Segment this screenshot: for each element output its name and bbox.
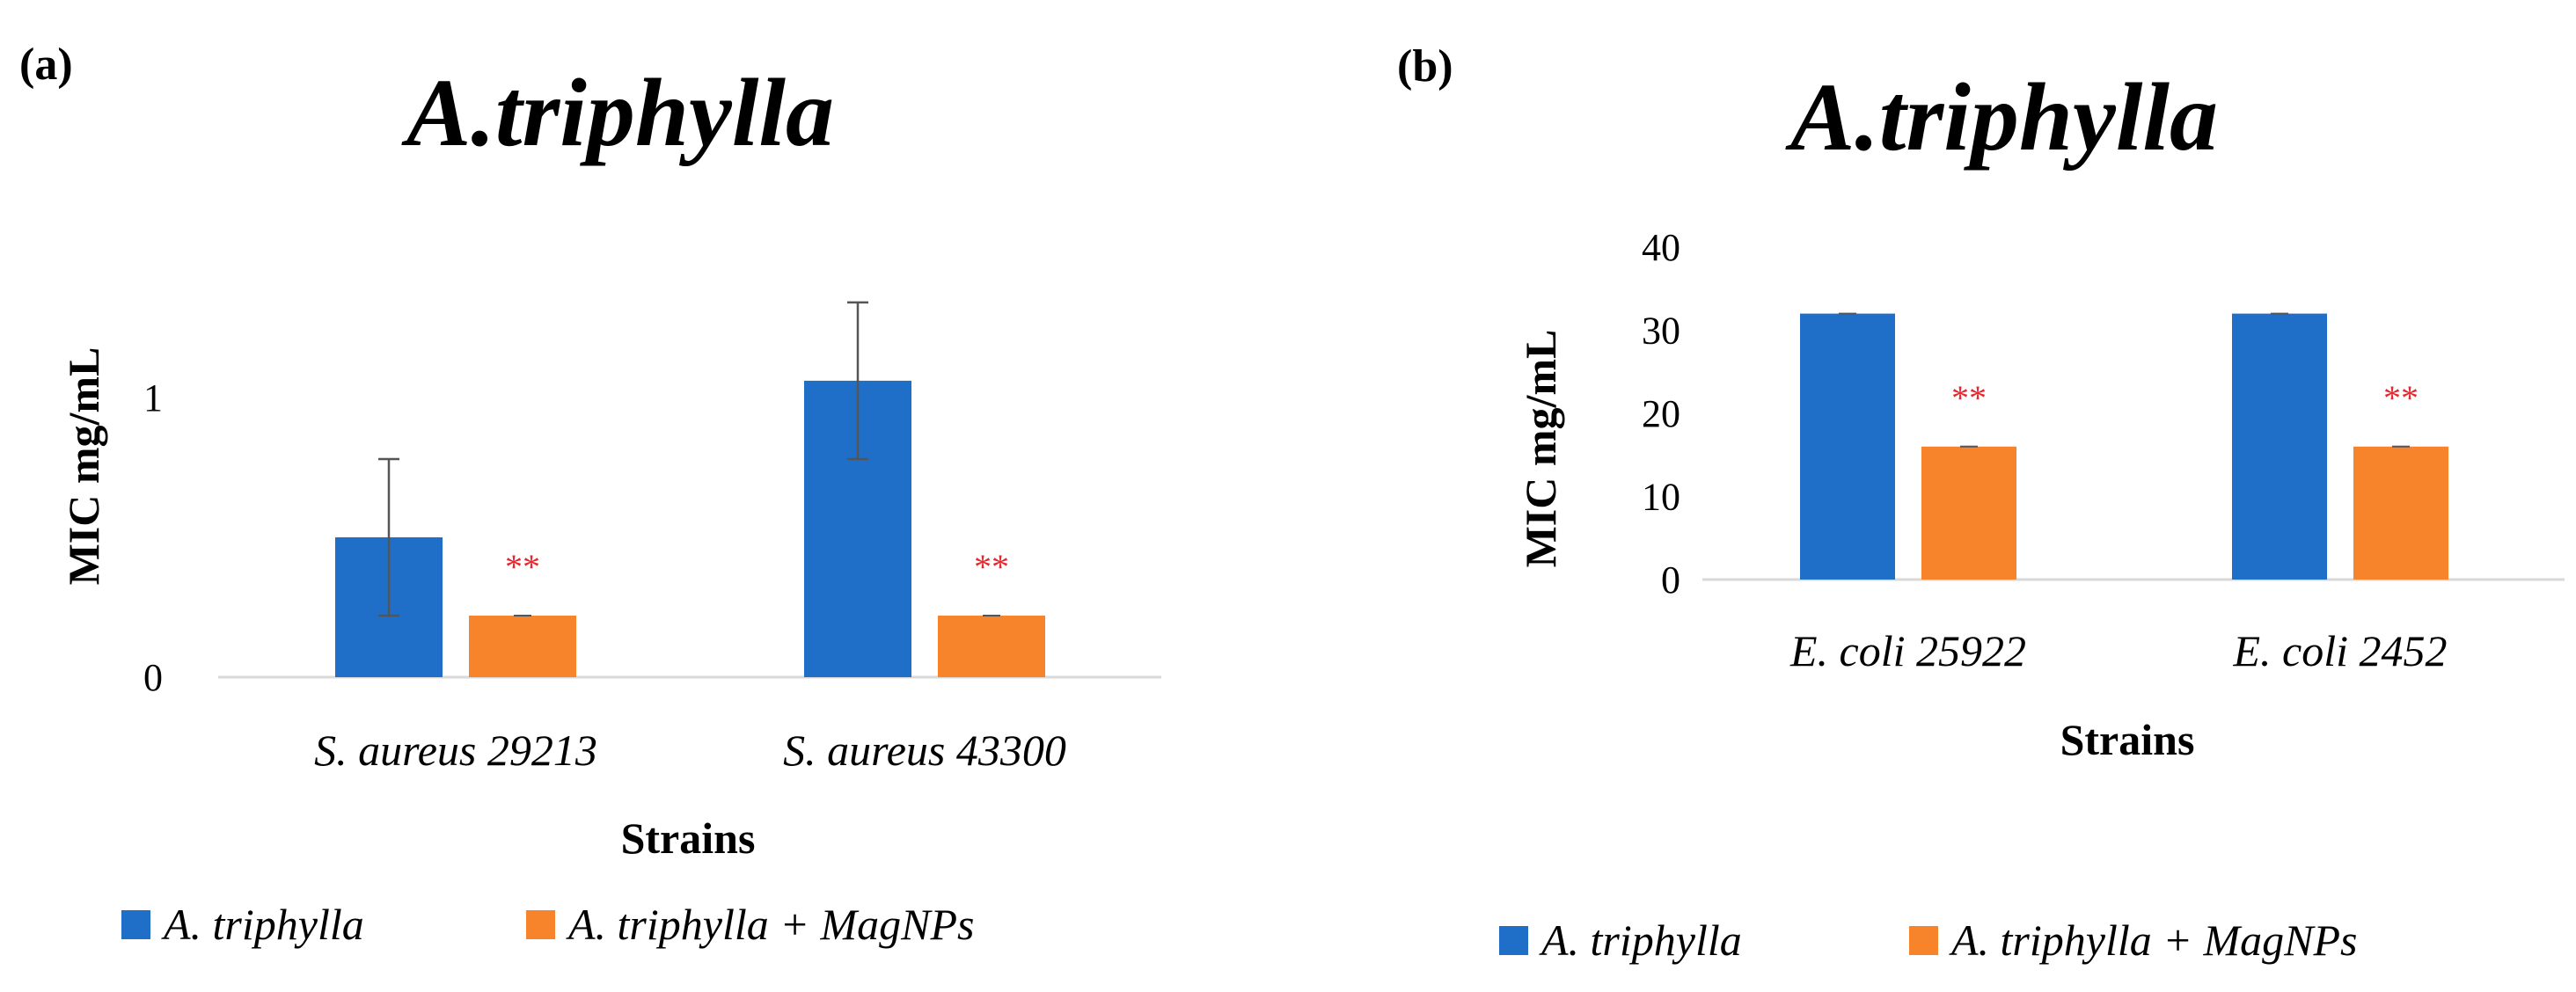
y-tick-label-a-1: 1 — [143, 376, 163, 419]
y-axis-title-a: MIC mg/mL — [59, 347, 108, 586]
panel-a: (a) A.triphylla MIC mg/mL 01 ** ** S. aur… — [19, 40, 1161, 949]
y-ticks-a: 01 — [143, 376, 163, 699]
legend-swatch-a-1 — [526, 910, 555, 939]
y-tick-label-b-2: 20 — [1642, 392, 1680, 435]
y-tick-label-b-4: 40 — [1642, 226, 1680, 269]
legend-label-b-1: A. triphylla + MagNPs — [1949, 915, 2358, 965]
panel-label-b: (b) — [1397, 41, 1453, 91]
x-axis-title-b: Strains — [2060, 715, 2195, 764]
category-label-b-0: E. coli 25922 — [1789, 626, 2026, 675]
y-ticks-b: 0 10 20 30 40 — [1642, 226, 1680, 602]
legend-swatch-a-0 — [121, 910, 150, 939]
y-tick-label-b-0: 0 — [1661, 558, 1680, 602]
bar-b-s1-c0 — [1921, 446, 2016, 580]
y-axis-title-b: MIC mg/mL — [1516, 330, 1565, 568]
y-tick-label-b-3: 30 — [1642, 310, 1680, 353]
bar-a-s1-c0 — [469, 616, 576, 677]
y-tick-label-a-0: 0 — [143, 656, 163, 699]
category-label-a-1: S. aureus 43300 — [783, 726, 1066, 775]
legend-label-a-1: A. triphylla + MagNPs — [566, 900, 975, 949]
legend-label-a-0: A. triphylla — [161, 900, 364, 949]
significance-label-b-s1-c0: ** — [1951, 378, 1987, 418]
legend-b: A. triphylla A. triphylla + MagNPs — [1499, 915, 2358, 965]
bar-b-s0-c0 — [1800, 313, 1895, 580]
significance-label-a-s1-c0: ** — [505, 547, 540, 587]
y-tick-label-b-1: 10 — [1642, 476, 1680, 519]
legend-label-b-0: A. triphylla — [1539, 915, 1742, 965]
x-axis-title-a: Strains — [621, 813, 756, 863]
chart-title-a: A.triphylla — [401, 59, 834, 166]
legend-swatch-b-0 — [1499, 926, 1528, 955]
category-label-b-1: E. coli 2452 — [2232, 626, 2447, 675]
bar-a-s1-c1 — [938, 616, 1045, 677]
bar-b-s0-c1 — [2232, 313, 2327, 580]
significance-label-b-s1-c1: ** — [2383, 378, 2419, 418]
panel-label-a: (a) — [19, 40, 73, 90]
bar-b-s1-c1 — [2353, 446, 2448, 580]
legend-a: A. triphylla A. triphylla + MagNPs — [121, 900, 975, 949]
legend-swatch-b-1 — [1909, 926, 1938, 955]
significance-label-a-s1-c1: ** — [974, 547, 1009, 587]
category-label-a-0: S. aureus 29213 — [314, 726, 597, 775]
chart-title-b: A.triphylla — [1785, 63, 2218, 171]
bars-a: ** ** — [335, 301, 1045, 677]
bars-b: ** ** — [1800, 312, 2448, 580]
